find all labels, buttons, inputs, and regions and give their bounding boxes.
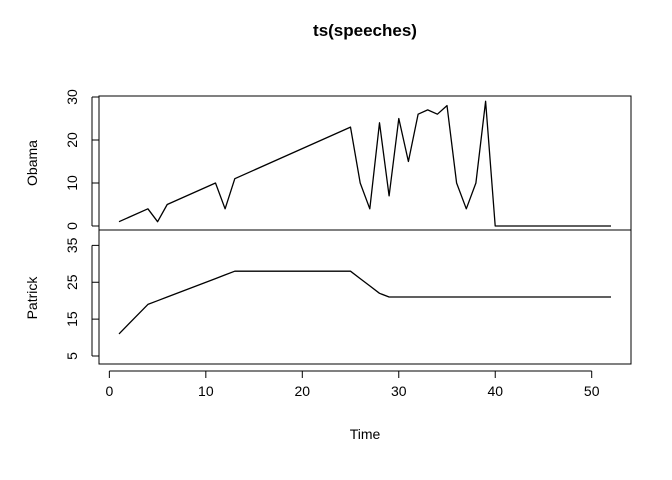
y-tick-label-patrick: 35 [64,237,80,253]
chart-title: ts(speeches) [313,21,417,40]
panel-box-patrick [98,229,632,365]
y-tick-label-obama: 0 [64,222,80,230]
y-tick-label-patrick: 25 [64,274,80,290]
panel-label-patrick: Patrick [24,276,40,320]
panel-box-obama [98,95,632,231]
x-tick-label: 20 [295,383,311,399]
x-tick-label: 40 [487,383,503,399]
series-line-patrick [118,270,611,335]
y-tick-label-patrick: 15 [64,311,80,327]
y-tick-label-obama: 20 [64,132,80,148]
panel-label-obama: Obama [24,140,40,186]
x-tick-label: 30 [391,383,407,399]
x-axis-label: Time [350,426,381,442]
y-tick-label-obama: 30 [64,89,80,105]
y-tick-label-patrick: 5 [64,352,80,360]
y-tick-label-obama: 10 [64,175,80,191]
series-line-obama [118,100,611,227]
x-tick-label: 10 [198,383,214,399]
x-tick-label: 0 [105,383,113,399]
x-tick-label: 50 [584,383,600,399]
